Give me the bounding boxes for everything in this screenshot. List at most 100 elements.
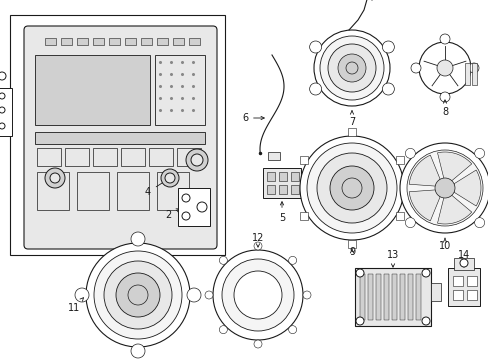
Bar [452,290,462,300]
Bar [359,274,364,320]
Circle shape [288,326,296,334]
Bar [391,274,396,320]
Text: 10: 10 [438,238,450,251]
Bar [35,132,204,144]
Text: 12: 12 [251,233,264,247]
Circle shape [355,269,363,277]
Polygon shape [453,170,480,206]
Bar [447,268,479,306]
Text: 3: 3 [0,359,1,360]
Bar [375,274,380,320]
Circle shape [0,93,5,99]
Bar [452,276,462,286]
Circle shape [406,150,482,226]
Bar [93,148,117,166]
Bar [354,268,430,326]
Bar [279,172,286,181]
Circle shape [222,259,293,331]
Bar [141,38,152,45]
Circle shape [219,326,227,334]
Polygon shape [437,195,471,224]
Bar [367,274,372,320]
Bar [93,38,104,45]
Bar [399,274,404,320]
Circle shape [421,317,429,325]
Text: 6: 6 [242,113,264,123]
Bar [279,185,286,194]
Circle shape [474,218,484,228]
Circle shape [0,72,6,80]
Bar [173,38,183,45]
Circle shape [234,271,282,319]
Bar [266,172,274,181]
Circle shape [399,143,488,233]
Circle shape [459,259,467,267]
Bar [178,188,209,226]
Polygon shape [437,152,471,181]
Circle shape [309,83,321,95]
Circle shape [0,107,5,113]
Bar [266,185,274,194]
Circle shape [313,30,389,106]
Circle shape [309,41,321,53]
Circle shape [182,194,190,202]
Circle shape [94,251,182,339]
Circle shape [86,243,190,347]
Text: 7: 7 [348,111,354,127]
Text: 11: 11 [68,298,83,313]
Circle shape [468,63,478,73]
Bar [430,283,440,301]
Bar [464,63,469,85]
Circle shape [116,273,160,317]
Bar [65,148,89,166]
FancyBboxPatch shape [24,26,217,249]
Circle shape [161,169,179,187]
Bar [10,15,224,255]
Bar [471,63,476,85]
Circle shape [346,62,357,74]
Bar [299,156,307,164]
Circle shape [186,288,201,302]
Circle shape [131,344,145,358]
Circle shape [299,136,403,240]
Circle shape [474,148,484,158]
Circle shape [253,340,262,348]
Circle shape [253,242,262,250]
Circle shape [319,36,383,100]
Circle shape [329,166,373,210]
Bar [453,258,473,270]
Circle shape [434,178,454,198]
Circle shape [50,173,60,183]
Bar [35,55,150,125]
Circle shape [418,42,470,94]
Bar [117,172,149,210]
Circle shape [288,256,296,264]
Bar [290,185,298,194]
Circle shape [439,92,449,102]
Text: 14: 14 [457,250,469,267]
Bar [396,212,404,220]
Bar [347,128,355,136]
Circle shape [191,154,203,166]
Bar [0,88,12,136]
Bar [466,290,476,300]
Circle shape [131,232,145,246]
Text: 5: 5 [278,202,285,223]
Text: 2: 2 [164,209,180,220]
Bar [45,38,56,45]
Bar [347,240,355,248]
Bar [189,38,200,45]
Text: 4: 4 [144,180,166,197]
Circle shape [213,250,303,340]
Circle shape [382,41,393,53]
Circle shape [0,123,5,129]
Bar [299,212,307,220]
Bar [157,38,168,45]
Text: 1: 1 [109,260,116,270]
Polygon shape [408,190,439,221]
Bar [121,148,145,166]
Circle shape [128,285,148,305]
Bar [77,172,109,210]
Circle shape [355,317,363,325]
Bar [415,274,420,320]
